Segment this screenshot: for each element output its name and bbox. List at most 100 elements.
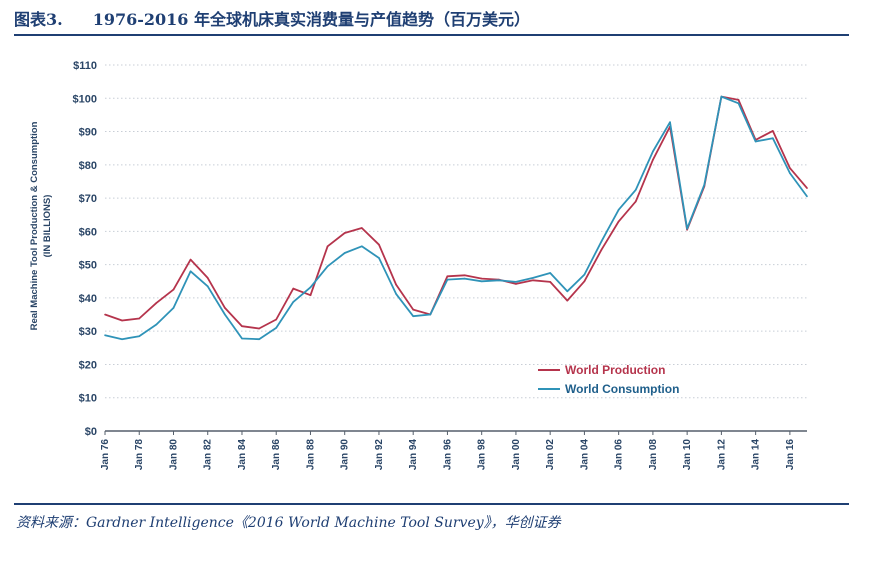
points-production <box>104 95 808 330</box>
data-point <box>172 288 175 291</box>
title-divider <box>14 34 849 36</box>
data-point <box>378 243 380 246</box>
x-tick-label: Jan 10 <box>682 439 693 471</box>
data-point <box>463 274 466 277</box>
data-point <box>206 277 209 279</box>
y-tick-label: $30 <box>79 326 97 338</box>
data-point <box>703 183 706 186</box>
x-axis-ticks: Jan 76 Jan 78 Jan 80 Jan 82 Jan 84 Jan 86 Jan … <box>100 431 796 470</box>
x-tick-label: Jan 04 <box>579 439 590 471</box>
data-point <box>720 95 723 98</box>
legend-label-consumption: World Consumption <box>565 382 679 396</box>
data-point <box>634 188 637 191</box>
data-point <box>138 335 141 337</box>
x-tick-label: Jan 84 <box>237 439 248 471</box>
legend-label-production: World Production <box>565 363 665 377</box>
data-point <box>121 338 123 340</box>
data-point <box>549 281 551 283</box>
data-point <box>326 245 329 248</box>
x-tick-label: Jan 12 <box>716 439 727 471</box>
y-tick-label: $20 <box>79 359 97 371</box>
y-axis-label-line2: (IN BILLIONS) <box>42 195 53 258</box>
data-point <box>275 318 278 321</box>
data-point <box>446 275 449 278</box>
data-point <box>395 293 397 295</box>
x-tick-label: Jan 00 <box>511 439 522 471</box>
y-tick-label: $0 <box>85 426 97 438</box>
data-point <box>549 272 551 274</box>
y-tick-label: $100 <box>73 93 97 105</box>
data-point <box>686 227 688 230</box>
data-point <box>446 278 449 281</box>
data-point <box>412 308 414 311</box>
data-point <box>771 130 774 132</box>
data-point <box>789 172 791 174</box>
data-point <box>652 159 654 161</box>
data-point <box>309 286 312 289</box>
data-point <box>258 327 260 330</box>
y-axis-ticks: $0 $10 $20 $30 $40 $50 $60 $70 $80 $90 $100 $110 <box>73 60 97 438</box>
y-tick-label: $70 <box>79 193 97 205</box>
y-tick-label: $50 <box>79 260 97 272</box>
x-tick-label: Jan 16 <box>785 439 796 471</box>
figure-title-text: 1976-2016 年全球机床真实消费量与产值趋势（百万美元） <box>92 10 530 29</box>
data-point <box>121 319 123 322</box>
x-tick-label: Jan 14 <box>751 439 762 471</box>
data-point <box>378 257 380 259</box>
data-point <box>155 323 158 326</box>
data-point <box>771 137 774 139</box>
data-point <box>189 258 192 261</box>
data-point <box>241 325 243 327</box>
y-tick-label: $60 <box>79 226 97 238</box>
data-point <box>292 301 295 303</box>
data-point <box>309 294 312 297</box>
data-point <box>515 283 517 285</box>
data-point <box>617 208 620 211</box>
data-point <box>258 338 260 340</box>
data-point <box>189 270 192 273</box>
data-point <box>566 290 569 293</box>
data-point <box>275 327 278 329</box>
data-point <box>224 307 226 309</box>
data-point <box>326 265 329 268</box>
data-point <box>206 285 209 288</box>
data-point <box>343 232 346 234</box>
data-point <box>617 220 620 223</box>
figure-title: 图表3. 1976-2016 年全球机床真实消费量与产值趋势（百万美元） <box>14 6 854 32</box>
data-point <box>634 200 637 203</box>
data-point <box>754 140 757 143</box>
chart-series <box>104 95 808 341</box>
data-point <box>429 313 432 316</box>
data-point <box>498 279 500 282</box>
x-tick-label: Jan 96 <box>442 439 453 471</box>
x-tick-label: Jan 08 <box>648 439 659 471</box>
data-point <box>600 248 603 251</box>
x-tick-label: Jan 90 <box>340 439 351 471</box>
points-consumption <box>104 95 808 340</box>
data-point <box>395 283 397 286</box>
chart-legend: World Production World Consumption <box>538 363 679 396</box>
data-point <box>104 313 106 316</box>
data-point <box>361 227 363 229</box>
x-tick-label: Jan 92 <box>374 439 385 471</box>
data-point <box>737 99 740 101</box>
data-point <box>789 167 791 169</box>
data-point <box>292 287 295 290</box>
y-axis-label-line1: Real Machine Tool Production & Consumpti… <box>29 121 40 330</box>
x-tick-label: Jan 80 <box>168 439 179 471</box>
data-point <box>343 252 346 254</box>
x-tick-label: Jan 88 <box>305 439 316 471</box>
data-point <box>652 150 654 153</box>
data-point <box>241 337 243 340</box>
line-chart: $0 $10 $20 $30 $40 $50 $60 $70 $80 $90 $100 $110 Ja… <box>29 60 808 470</box>
y-tick-label: $110 <box>73 60 97 72</box>
y-tick-label: $40 <box>79 293 97 305</box>
figure-label: 图表3. <box>14 10 63 29</box>
data-point <box>224 313 226 316</box>
data-point <box>566 299 569 302</box>
source-divider <box>14 503 849 505</box>
data-point <box>669 121 671 124</box>
y-tick-label: $90 <box>79 127 97 139</box>
data-point <box>600 240 603 243</box>
x-tick-label: Jan 86 <box>271 439 282 471</box>
